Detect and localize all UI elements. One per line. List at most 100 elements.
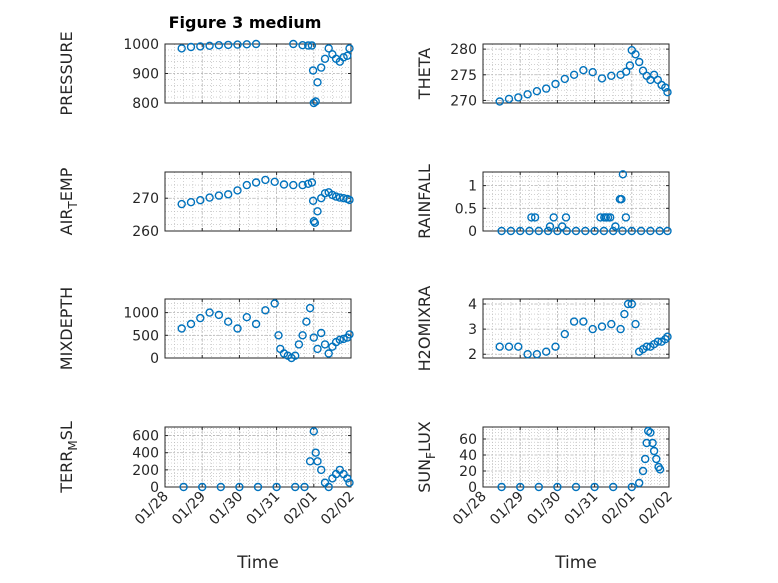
data-point [335, 193, 344, 202]
data-point [308, 196, 318, 206]
data-point [588, 324, 597, 334]
data-point [523, 350, 532, 359]
data-point [253, 482, 263, 492]
data-point [542, 84, 551, 93]
y-axis-label: RAINFALL [415, 164, 434, 239]
y-tick-label: 900 [132, 67, 159, 83]
y-tick-label: 4 [468, 297, 477, 313]
data-point [623, 299, 633, 309]
data-point [324, 349, 333, 358]
subplot-air-temp: 260 270 AIRTEMP [57, 167, 354, 240]
data-point [339, 334, 348, 344]
data-point [652, 454, 661, 464]
axes-box [482, 426, 670, 488]
data-point [599, 226, 609, 236]
y-tick-label: 3 [468, 322, 477, 338]
data-point [545, 222, 555, 231]
data-point [313, 207, 322, 216]
data-point [214, 191, 224, 200]
subplot-theta: 270 275 280 THETA [415, 42, 672, 109]
data-point [495, 342, 504, 351]
data-point [641, 454, 650, 464]
y-axis-label: H2OMIXRA [415, 286, 434, 372]
data-point [534, 482, 543, 492]
data-point [606, 213, 615, 222]
data-point [616, 324, 625, 334]
data-point [179, 482, 188, 492]
data-point [235, 482, 244, 492]
y-tick-label: 800 [132, 96, 159, 112]
data-point [335, 335, 344, 344]
y-tick-label: 1000 [123, 306, 159, 322]
data-point [497, 226, 506, 236]
data-point [317, 328, 326, 338]
data-point [648, 438, 657, 448]
data-point [233, 40, 242, 49]
data-point [196, 195, 205, 205]
data-point [635, 57, 644, 67]
data-point [300, 482, 309, 492]
axes-box [482, 43, 670, 104]
data-point [270, 177, 279, 187]
data-point [320, 54, 330, 63]
data-point [317, 465, 326, 475]
data-point [646, 226, 655, 236]
data-point [504, 342, 514, 351]
y-tick-label: 0 [468, 480, 477, 496]
data-point [311, 448, 320, 457]
data-point [205, 308, 214, 317]
data-point [560, 329, 569, 339]
data-point [242, 180, 252, 190]
data-point [627, 299, 636, 309]
data-point [617, 194, 626, 204]
data-point [298, 41, 307, 50]
data-point [309, 216, 318, 226]
data-point [242, 40, 252, 49]
data-point [289, 180, 298, 190]
data-point [635, 478, 644, 488]
data-point [558, 222, 567, 231]
data-point [609, 482, 618, 492]
data-point [313, 344, 322, 354]
data-point [611, 222, 620, 231]
data-point [320, 189, 330, 198]
data-point [532, 86, 542, 96]
y-tick-label: 275 [450, 68, 477, 84]
data-point [618, 170, 628, 179]
data-point [549, 213, 558, 222]
data-point [251, 39, 261, 49]
data-point [663, 87, 672, 97]
data-point [233, 324, 242, 333]
data-point [223, 40, 233, 50]
data-point [223, 317, 233, 326]
data-point [345, 330, 354, 339]
data-point [313, 78, 322, 87]
data-point [516, 226, 525, 236]
y-tick-label: 0 [150, 351, 159, 367]
data-point [571, 226, 581, 236]
data-point [571, 482, 581, 492]
data-point [504, 94, 514, 104]
data-point [339, 193, 348, 203]
data-point [506, 226, 516, 236]
y-tick-label: 0 [150, 480, 159, 496]
y-tick-label: 40 [459, 448, 477, 464]
data-point [177, 44, 186, 53]
y-tick-label: 1 [468, 179, 477, 195]
data-point [313, 457, 322, 466]
data-point [343, 51, 352, 60]
data-point [588, 67, 597, 77]
data-point [186, 42, 196, 52]
y-tick-label: 200 [132, 463, 159, 479]
data-point [553, 482, 562, 492]
data-point [622, 67, 631, 76]
data-point [638, 466, 648, 476]
data-point [514, 342, 523, 351]
data-point [233, 186, 242, 195]
data-point [345, 478, 354, 487]
y-axis-label: AIRTEMP [57, 167, 80, 235]
data-point [310, 218, 320, 228]
y-tick-label: 1000 [123, 37, 159, 53]
